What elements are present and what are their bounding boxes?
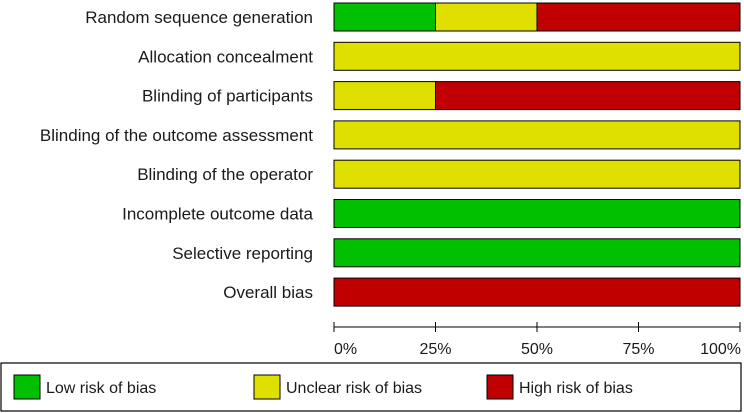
bar-segment-blinding-of-the-operator-unclear-risk-of-bias bbox=[333, 159, 741, 189]
x-axis bbox=[333, 322, 741, 332]
legend-label-low-risk-of-bias: Low risk of bias bbox=[46, 380, 156, 397]
category-label-allocation-concealment: Allocation concealment bbox=[138, 47, 313, 66]
category-labels: Random sequence generation Allocation con… bbox=[40, 8, 314, 302]
bar-segment-random-sequence-generation-low-risk-of-bias bbox=[333, 2, 436, 32]
category-label-random-sequence-generation: Random sequence generation bbox=[85, 8, 313, 27]
x-tick-label-0: 0% bbox=[334, 341, 357, 358]
x-tick-label-3: 75% bbox=[622, 341, 654, 358]
bar-segment-random-sequence-generation-high-risk-of-bias bbox=[536, 2, 741, 32]
category-label-selective-reporting: Selective reporting bbox=[172, 244, 313, 263]
category-label-blinding-of-the-operator: Blinding of the operator bbox=[137, 165, 313, 184]
legend: Low risk of bias Unclear risk of bias High… bbox=[0, 362, 742, 412]
legend-label-unclear-risk-of-bias: Unclear risk of bias bbox=[286, 380, 422, 397]
x-axis-ticks: 0% 25% 50% 75% 100% bbox=[334, 341, 741, 358]
legend-swatch-high-risk-of-bias bbox=[486, 374, 514, 400]
stacked-bars bbox=[333, 2, 741, 307]
category-label-incomplete-outcome-data: Incomplete outcome data bbox=[122, 205, 313, 224]
legend-swatch-low-risk-of-bias bbox=[13, 374, 41, 400]
bar-segment-allocation-concealment-unclear-risk-of-bias bbox=[333, 41, 741, 71]
bar-segment-blinding-of-participants-high-risk-of-bias bbox=[435, 81, 741, 111]
category-label-overall-bias: Overall bias bbox=[223, 283, 313, 302]
bar-segment-blinding-of-the-outcome-assessment-unclear-risk-of-bias bbox=[333, 120, 741, 150]
legend-box bbox=[0, 362, 742, 412]
bar-segment-incomplete-outcome-data-low-risk-of-bias bbox=[333, 199, 741, 228]
legend-label-high-risk-of-bias: High risk of bias bbox=[519, 380, 633, 397]
bar-segment-random-sequence-generation-unclear-risk-of-bias bbox=[435, 2, 538, 32]
bar-segment-overall-bias-high-risk-of-bias bbox=[333, 277, 741, 307]
x-tick-label-1: 25% bbox=[419, 341, 451, 358]
category-label-blinding-of-the-outcome-assessment: Blinding of the outcome assessment bbox=[40, 126, 313, 145]
legend-swatch-unclear-risk-of-bias bbox=[253, 374, 281, 400]
bar-segment-selective-reporting-low-risk-of-bias bbox=[333, 238, 741, 268]
x-tick-label-2: 50% bbox=[521, 341, 553, 358]
x-tick-label-4: 100% bbox=[700, 341, 741, 358]
bar-segment-blinding-of-participants-unclear-risk-of-bias bbox=[333, 81, 436, 111]
category-label-blinding-of-participants: Blinding of participants bbox=[142, 87, 313, 106]
